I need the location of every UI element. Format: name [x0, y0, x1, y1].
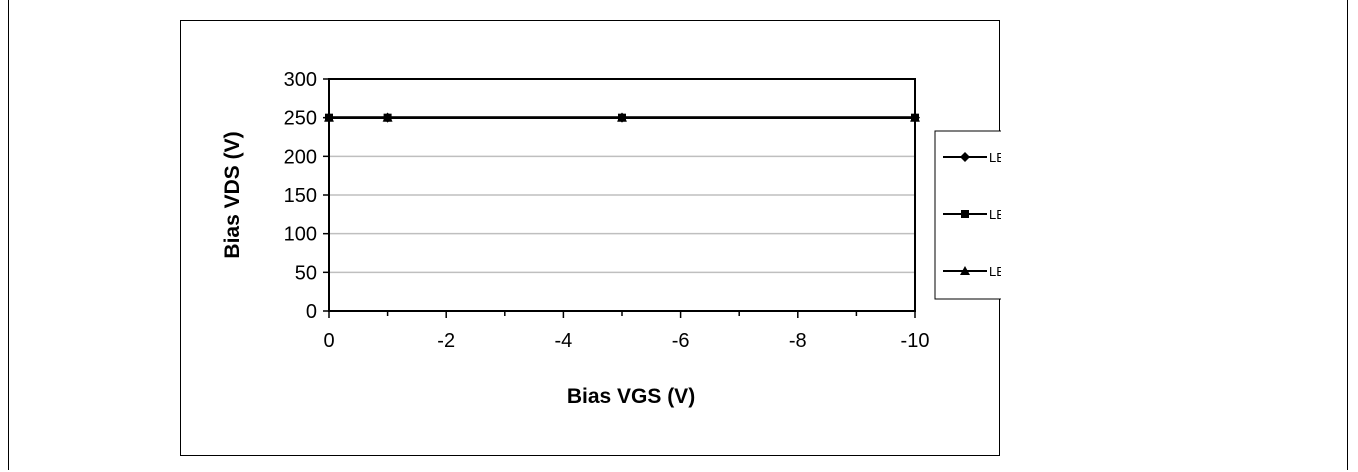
chart-container: 0 50 100 150 200 250 300 0 -2 -4 -6 -8 -10 Bias VDS …: [180, 20, 1001, 456]
y-tick-label: 300: [284, 69, 317, 91]
legend-marker-1: [960, 152, 970, 162]
data-point-series-3: [617, 112, 627, 122]
y-tick-label: 200: [284, 146, 317, 168]
grid-lines: [329, 116, 915, 274]
legend-label-1: LET = 35.7 ± 5%: [989, 150, 1001, 165]
x-tick-label: 0: [323, 330, 334, 352]
y-tick-label: 250: [284, 108, 317, 130]
x-axis-title: Bias VGS (V): [567, 385, 695, 408]
legend-marker-2: [961, 210, 969, 218]
legend-label-2: LET = 58.5 ± 5%: [989, 207, 1001, 222]
series-layer: [324, 112, 920, 123]
legend-label-3: LET = 88.6 ± 5%: [989, 264, 1001, 279]
legend: LET = 35.7 ± 5% LET = 58.5 ± 5% LET = 88.6…: [943, 150, 1001, 279]
y-tick-label: 100: [284, 224, 317, 246]
x-tick-label: -8: [789, 330, 807, 352]
x-tick-label: -6: [672, 330, 690, 352]
chart-svg: 0 50 100 150 200 250 300 0 -2 -4 -6 -8 -10 Bias VDS …: [221, 69, 1001, 408]
data-point-series-3: [324, 112, 334, 122]
legend-marker-3: [960, 266, 970, 275]
x-tick-label: -4: [555, 330, 573, 352]
page-frame: [8, 0, 1348, 470]
y-tick-label: 150: [284, 185, 317, 207]
y-tick-label: 0: [306, 301, 317, 323]
x-tick-label: -10: [901, 330, 930, 352]
y-tick-label: 50: [295, 262, 317, 284]
y-axis-title: Bias VDS (V): [221, 131, 244, 258]
axis-ticks: 0 50 100 150 200 250 300 0 -2 -4 -6 -8 -10: [284, 69, 930, 352]
data-point-series-3: [382, 112, 393, 122]
data-point-series-3: [910, 112, 920, 122]
x-tick-label: -2: [437, 330, 455, 352]
